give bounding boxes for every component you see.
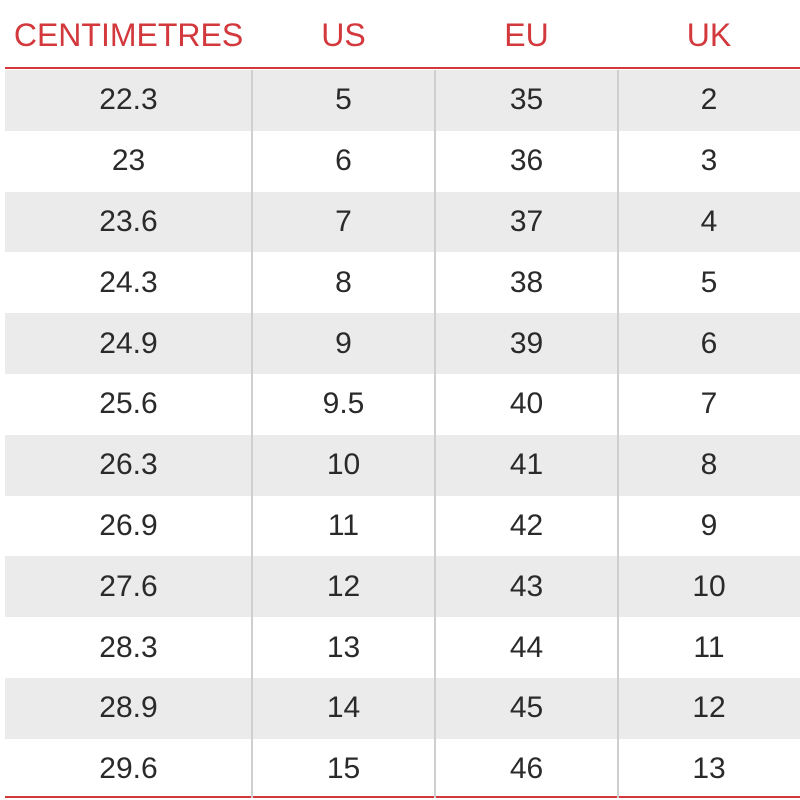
table-cell: 41	[509, 448, 544, 482]
table-cell: 46	[509, 752, 544, 786]
table-cell: 35	[509, 83, 544, 117]
table-cell: 7	[335, 204, 352, 238]
table-cell: 5	[700, 265, 718, 299]
table-cell: 11	[327, 508, 360, 542]
table-cell: 24.9	[99, 326, 158, 360]
table-cell: 43	[509, 569, 544, 603]
table-cell: 23	[111, 144, 146, 178]
table-cell: 7	[700, 387, 718, 421]
table-cell: 13	[692, 752, 726, 786]
row-background	[5, 434, 800, 496]
column-header: CENTIMETRES	[13, 16, 244, 53]
table-cell: 39	[509, 326, 544, 360]
table-cell: 11	[693, 630, 725, 664]
table-cell: 13	[326, 630, 361, 664]
table-cell: 38	[509, 265, 544, 299]
table-cell: 6	[700, 326, 718, 360]
table-cell: 15	[326, 752, 361, 786]
table-cell: 29.6	[99, 752, 158, 786]
table-cell: 10	[692, 569, 726, 603]
table-cell: 9	[700, 508, 718, 542]
table-cell: 5	[335, 83, 352, 117]
table-cell: 12	[692, 691, 726, 725]
column-divider	[617, 70, 619, 798]
table-cell: 10	[326, 448, 361, 482]
row-background	[5, 70, 800, 131]
table-cell: 3	[700, 144, 718, 178]
table-cell: 9	[335, 326, 352, 360]
column-header: UK	[686, 16, 732, 53]
table-cell: 2	[700, 83, 718, 117]
table-cell: 4	[700, 204, 718, 238]
column-header: US	[321, 16, 366, 53]
table-cell: 12	[326, 569, 361, 603]
table-cell: 25.6	[99, 387, 158, 421]
table-cell: 6	[335, 144, 352, 178]
table-cell: 45	[509, 691, 544, 725]
table-cell: 14	[326, 691, 361, 725]
row-background	[5, 191, 800, 253]
table-cell: 24.3	[99, 265, 158, 299]
bottom-rule	[5, 796, 800, 798]
column-divider	[251, 70, 253, 798]
table-cell: 9.5	[322, 387, 365, 421]
table-cell: 40	[509, 387, 544, 421]
table-cell: 37	[509, 204, 544, 238]
table-cell: 42	[509, 508, 544, 542]
table-cell: 26.9	[99, 508, 158, 542]
row-background	[5, 556, 800, 618]
table-cell: 23.6	[99, 204, 158, 238]
table-cell: 28.3	[99, 630, 158, 664]
table-cell: 36	[509, 144, 544, 178]
column-divider	[434, 70, 436, 798]
table-cell: 8	[335, 265, 352, 299]
row-background	[5, 313, 800, 374]
row-background	[5, 678, 800, 739]
column-header: EU	[504, 16, 549, 53]
header-rule	[5, 67, 800, 69]
table-cell: 28.9	[99, 691, 158, 725]
table-cell: 26.3	[99, 448, 158, 482]
table-cell: 22.3	[99, 83, 158, 117]
table-cell: 8	[700, 448, 718, 482]
table-cell: 44	[509, 630, 544, 664]
table-cell: 27.6	[99, 569, 158, 603]
